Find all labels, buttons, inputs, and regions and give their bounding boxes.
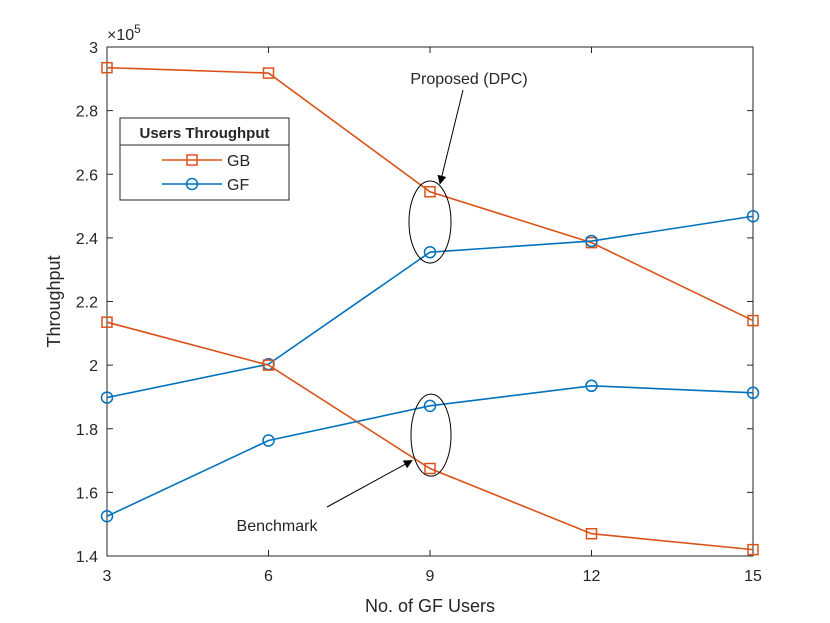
y-tick-label: 1.6	[76, 485, 98, 502]
y-tick-label: 2.4	[76, 231, 98, 248]
y-tick-label: 2.6	[76, 167, 98, 184]
y-tick-label: 2	[89, 358, 98, 375]
data-point-circle	[746, 209, 760, 223]
series-line	[106, 215, 754, 399]
data-point-square	[101, 316, 113, 328]
data-point-circle	[585, 234, 598, 248]
proposed-arrow	[437, 89, 464, 185]
legend-entry-gf: GF	[162, 177, 249, 194]
data-point-circle	[100, 509, 114, 523]
benchmark-group-ellipse	[410, 393, 452, 477]
data-point-square	[747, 314, 759, 327]
legend-marker-square	[186, 154, 198, 166]
data-point-circle	[585, 379, 598, 393]
data-point-circle	[100, 391, 114, 404]
data-point-square	[747, 543, 759, 556]
data-point-circle	[746, 386, 760, 400]
y-axis-label: Throughput	[44, 255, 64, 347]
data-point-square	[424, 185, 436, 198]
proposed-annotation-label: Proposed (DPC)	[410, 71, 527, 88]
benchmark-annotation-label: Benchmark	[237, 518, 319, 535]
x-tick-label: 12	[583, 568, 601, 585]
legend-entry-gb: GB	[162, 153, 250, 170]
series-line	[106, 385, 754, 517]
data-point-square	[262, 67, 275, 79]
series-line	[106, 66, 754, 322]
data-point-square	[424, 462, 436, 475]
y-tick-label: 2.8	[76, 104, 98, 121]
legend-marker-circle	[185, 177, 199, 191]
y-tick-label: 3	[89, 40, 98, 57]
data-point-square	[262, 359, 275, 371]
annotation-layer: Proposed (DPC) Benchmark	[237, 71, 528, 535]
y-axis-exponent-power: 5	[134, 22, 141, 36]
data-point-square	[101, 61, 113, 74]
y-tick-label: 1.8	[76, 422, 98, 439]
x-tick-label: 9	[426, 568, 435, 585]
x-tick-label: 15	[744, 568, 762, 585]
y-tick-label: 1.4	[76, 549, 98, 566]
data-point-square	[585, 527, 598, 540]
benchmark-arrow	[326, 460, 413, 508]
y-axis-exponent: ×105	[107, 22, 141, 44]
y-axis-exponent-base: ×10	[107, 27, 134, 44]
series-gb-benchmark	[101, 316, 759, 556]
series-gb-proposed-dpc-	[101, 61, 759, 327]
series-layer	[100, 61, 760, 556]
series-gf-benchmark	[100, 379, 760, 523]
series-line	[106, 321, 754, 551]
legend-label: GB	[227, 153, 250, 170]
axis-ticks: 3 6 9 12 15 1.4 1.6 1.8 2 2.2 2.4 2.6 2.8 3	[76, 40, 762, 585]
x-tick-label: 6	[264, 568, 273, 585]
legend-box	[119, 117, 290, 201]
legend-title: Users Throughput	[140, 125, 270, 142]
y-tick-label: 2.2	[76, 295, 98, 312]
legend: Users Throughput GB GF	[119, 117, 290, 201]
legend-label: GF	[227, 177, 249, 194]
data-point-circle	[423, 245, 437, 259]
data-point-circle	[423, 399, 437, 413]
x-axis-label: No. of GF Users	[365, 596, 495, 616]
data-point-circle	[262, 434, 275, 447]
x-tick-label: 3	[103, 568, 112, 585]
proposed-group-ellipse	[408, 180, 452, 264]
